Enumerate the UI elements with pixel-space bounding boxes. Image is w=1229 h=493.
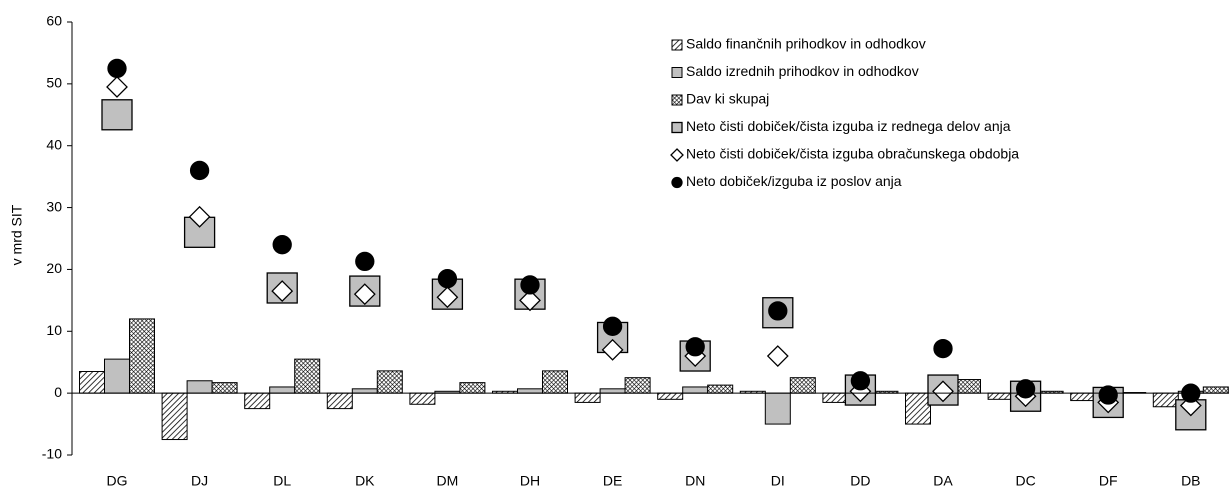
legend-swatch [671, 176, 683, 189]
marker-diamond [519, 289, 541, 312]
marker-circle [437, 269, 458, 289]
x-tick-label: DI [771, 473, 785, 489]
bar [707, 384, 734, 394]
bar [789, 377, 816, 394]
bar [764, 392, 791, 425]
bar [517, 388, 543, 394]
x-tick-label: DC [1015, 473, 1035, 489]
bar [376, 370, 403, 394]
bar [211, 382, 238, 394]
marker-diamond [106, 76, 128, 98]
bar [186, 380, 213, 394]
bar [987, 392, 1014, 400]
x-tick-label: DG [107, 473, 128, 489]
marker-diamond [766, 345, 789, 367]
x-tick-label: DH [520, 473, 540, 489]
legend-swatch [671, 67, 683, 78]
marker-circle [520, 275, 540, 295]
bar [624, 377, 651, 394]
marker-circle [768, 301, 788, 321]
x-tick-label: DD [850, 473, 870, 489]
bar [905, 392, 931, 425]
marker-diamond [188, 205, 211, 228]
marker-circle [1015, 379, 1036, 399]
bar [104, 358, 130, 394]
x-tick-label: DF [1099, 473, 1118, 489]
legend-swatch [671, 121, 683, 134]
bar [1070, 392, 1097, 402]
marker-square [101, 99, 133, 131]
bar [822, 392, 849, 403]
bar [161, 392, 188, 441]
bar [542, 370, 568, 394]
marker-circle [850, 371, 871, 391]
x-tick-label: DJ [191, 473, 208, 489]
marker-diamond [932, 380, 954, 403]
bar [326, 392, 353, 410]
legend-label: Neto čisti dobiček/čista izguba obračuns… [686, 146, 1019, 162]
marker-diamond [436, 286, 459, 309]
marker-circle [1098, 385, 1118, 405]
bar [269, 386, 296, 394]
legend-swatch [671, 94, 683, 106]
y-tick-label: 60 [46, 13, 62, 29]
marker-diamond [601, 338, 624, 361]
y-tick-label: 50 [46, 75, 62, 91]
bar [294, 358, 321, 394]
y-tick-label: -10 [42, 446, 62, 462]
y-axis-label: v mrd SIT [9, 204, 25, 265]
y-tick-label: 20 [46, 260, 62, 276]
y-tick-label: 30 [46, 198, 62, 214]
x-tick-label: DM [437, 473, 459, 489]
x-tick-label: DB [1181, 473, 1200, 489]
x-tick-label: DA [933, 473, 953, 489]
marker-diamond [1179, 394, 1202, 417]
y-tick-label: 10 [46, 322, 62, 338]
bar [129, 318, 155, 394]
bar [79, 370, 105, 394]
bar [1152, 392, 1179, 408]
legend-label: Neto dobiček/izguba iz poslov anja [686, 173, 902, 189]
bar [599, 388, 626, 394]
marker-diamond [849, 380, 872, 403]
marker-circle [685, 337, 705, 357]
bar [955, 379, 981, 394]
marker-circle [602, 316, 623, 336]
marker-circle [933, 338, 953, 359]
legend-label: Saldo izrednih prihodkov in odhodkov [686, 63, 919, 79]
x-tick-label: DK [355, 473, 375, 489]
x-tick-label: DN [685, 473, 705, 489]
bar [351, 388, 378, 394]
legend-swatch [670, 148, 684, 162]
marker-circle [189, 160, 210, 181]
marker-diamond [271, 280, 294, 302]
bar [459, 382, 486, 394]
y-tick-label: 0 [54, 384, 62, 400]
marker-diamond [353, 283, 376, 306]
legend-label: Neto čisti dobiček/čista izguba iz redne… [686, 118, 1011, 134]
marker-circle [355, 251, 375, 272]
bar [1202, 386, 1229, 394]
bar [682, 386, 709, 394]
legend-swatch [671, 39, 683, 51]
marker-circle [107, 58, 127, 79]
x-tick-label: DL [273, 473, 291, 489]
legend-label: Dav ki skupaj [686, 91, 769, 107]
bar [657, 392, 684, 400]
bar [244, 392, 271, 410]
y-tick-label: 40 [46, 136, 62, 152]
bar [574, 392, 601, 403]
bar [409, 392, 436, 405]
legend-label: Saldo finančnih prihodkov in odhodkov [686, 36, 926, 52]
marker-circle [272, 235, 292, 255]
x-tick-label: DE [603, 473, 622, 489]
